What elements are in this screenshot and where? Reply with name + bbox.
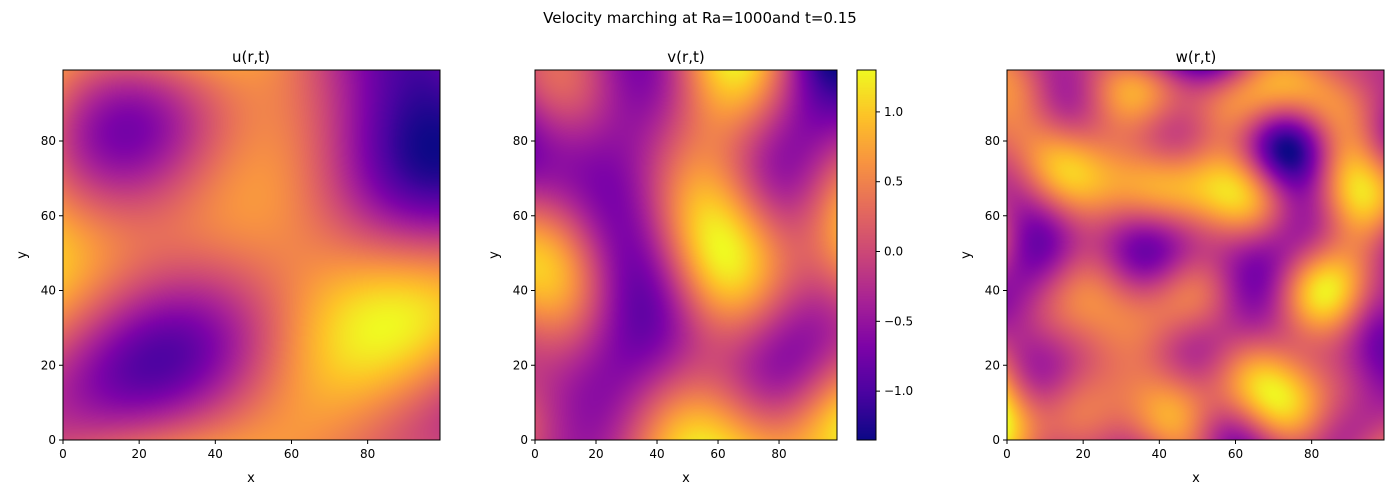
panel-u-ticks: 0 20 40 60 80 0 20 40 60 80 [41,134,376,461]
ytick-label: 0 [48,433,56,447]
colorbar-tick-label: 0.0 [884,245,903,259]
xtick-label: 80 [771,447,786,461]
panel-v-title: v(r,t) [667,48,704,66]
xtick-label: 40 [1152,447,1167,461]
colorbar-tick-label: 1.0 [884,105,903,119]
panel-u: u(r,t) 0 20 40 60 80 0 20 40 60 80 x y [15,48,441,486]
xtick-label: 60 [284,447,299,461]
colorbar-ticks: 1.0 0.5 0.0 −0.5 −1.0 [876,105,913,398]
ytick-label: 40 [41,284,56,298]
panel-w-title: w(r,t) [1176,48,1217,66]
panel-w-ylabel: y [959,251,974,259]
xtick-label: 40 [649,447,664,461]
panel-w-frame [1006,69,1385,441]
ytick-label: 20 [41,358,56,372]
xtick-label: 20 [588,447,603,461]
ytick-label: 60 [985,209,1000,223]
xtick-label: 20 [132,447,147,461]
ytick-label: 20 [985,358,1000,372]
xtick-label: 0 [531,447,539,461]
colorbar-tick-label: −0.5 [884,314,913,328]
ytick-label: 0 [520,433,528,447]
ytick-label: 60 [513,209,528,223]
ytick-label: 20 [513,358,528,372]
panel-v-ylabel: y [487,251,502,259]
panel-w-heatmap [1007,70,1384,440]
figure-suptitle: Velocity marching at Ra=1000and t=0.15 [543,9,857,27]
panel-u-frame [62,69,441,441]
ytick-label: 80 [985,134,1000,148]
panel-u-title: u(r,t) [232,48,270,66]
xtick-label: 60 [710,447,725,461]
colorbar: 1.0 0.5 0.0 −0.5 −1.0 [856,69,913,441]
panel-v-heatmap [535,70,837,440]
panel-u-ylabel: y [15,251,30,259]
panel-w: w(r,t) 0 20 40 60 80 0 20 40 60 80 x y [959,48,1385,486]
ytick-label: 0 [992,433,1000,447]
colorbar-tick-label: 0.5 [884,175,903,189]
panel-w-xlabel: x [1192,471,1200,486]
ytick-label: 80 [513,134,528,148]
panel-v-xlabel: x [682,471,690,486]
xtick-label: 80 [360,447,375,461]
panel-u-xlabel: x [247,471,255,486]
ytick-label: 40 [513,284,528,298]
xtick-label: 0 [59,447,67,461]
xtick-label: 0 [1003,447,1011,461]
panel-w-ticks: 0 20 40 60 80 0 20 40 60 80 [985,134,1320,461]
xtick-label: 20 [1076,447,1091,461]
panel-v: v(r,t) 0 20 40 60 80 0 20 40 60 80 x y 1.0 0.5 0.0 −… [487,48,913,486]
panel-u-heatmap [63,70,440,440]
colorbar-gradient [857,70,876,440]
colorbar-frame [856,69,877,441]
panel-v-ticks: 0 20 40 60 80 0 20 40 60 80 [513,134,787,461]
ytick-label: 80 [41,134,56,148]
xtick-label: 60 [1228,447,1243,461]
xtick-label: 40 [208,447,223,461]
panel-v-frame [534,69,838,441]
xtick-label: 80 [1304,447,1319,461]
colorbar-tick-label: −1.0 [884,384,913,398]
ytick-label: 60 [41,209,56,223]
ytick-label: 40 [985,284,1000,298]
